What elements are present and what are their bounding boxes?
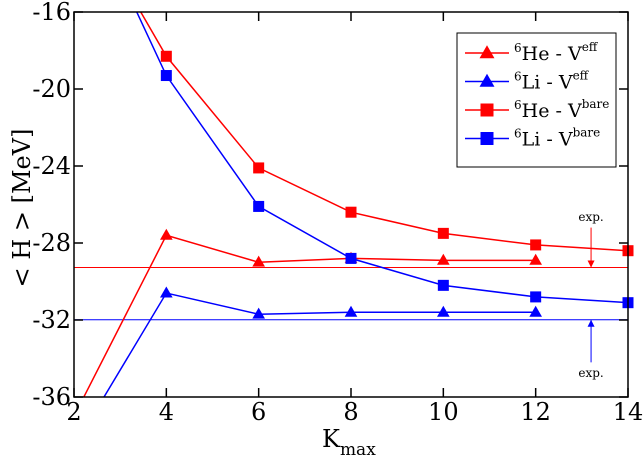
annotation-arrowhead-1	[587, 260, 595, 268]
y-tick-label--32: -32	[32, 306, 71, 334]
series-2-point-2	[160, 286, 173, 298]
annotation-label-2: exp.	[578, 366, 603, 380]
series-3-point-4	[345, 206, 357, 218]
x-tick-label-12: 12	[520, 398, 551, 426]
markers-layer	[160, 50, 634, 319]
legend-label-3-suffix: bare	[582, 97, 610, 111]
legend-marker-4	[480, 132, 494, 145]
axes: 2 4 6 8 10 12 14 -36 -32 -28 -24 -20 -16	[32, 0, 643, 426]
legend-label-3: 6He - Vbare	[514, 97, 609, 122]
series-1-point-5	[437, 253, 450, 265]
y-tick-label--28: -28	[32, 229, 71, 257]
series-2-point-3	[252, 307, 265, 319]
series-4-point-4	[345, 252, 357, 264]
series-1-point-2	[160, 228, 173, 240]
legend-label-4-suffix: bare	[573, 126, 601, 140]
legend-label-4-prefix: 6	[514, 127, 522, 141]
x-axis-label: Kmax	[322, 425, 376, 460]
legend-label-3-prefix: 6	[514, 98, 522, 112]
x-tick-label-10: 10	[428, 398, 459, 426]
series-4-point-3	[253, 200, 265, 212]
x-axis-label-sub: max	[340, 440, 376, 460]
legend-label-2: 6Li - Veff	[514, 69, 590, 94]
legend-label-1-prefix: 6	[514, 41, 522, 55]
legend-label-3-main: He - V	[522, 100, 582, 122]
legend-marker-2	[479, 73, 495, 87]
series-3-point-3	[253, 162, 265, 174]
y-tick-label--16: -16	[32, 0, 71, 26]
series-4-point-5	[437, 279, 449, 291]
series-2-point-5	[437, 305, 450, 317]
series-1-point-3	[252, 255, 265, 267]
legend-marker-3	[480, 103, 494, 117]
annotations: exp. exp.	[578, 210, 603, 380]
legend-marker-1	[479, 45, 495, 59]
x-tick-label-2: 2	[66, 398, 81, 426]
legend-label-2-main: Li - V	[522, 72, 573, 94]
annotation-label-1: exp.	[578, 210, 603, 224]
series-3-point-5	[437, 227, 449, 239]
legend-label-2-suffix: eff	[573, 69, 590, 83]
series-2-point-4	[344, 305, 358, 317]
annotation-arrowhead-2	[587, 319, 595, 327]
legend-label-1: 6He - Veff	[514, 40, 599, 65]
legend-label-4-main: Li - V	[522, 129, 573, 151]
y-tick-label--36: -36	[32, 383, 71, 411]
y-axis-label: < H > [MeV]	[8, 129, 36, 288]
series-2-point-6	[529, 305, 542, 317]
series-4-point-2	[160, 70, 172, 82]
series-line-1	[82, 234, 536, 397]
x-tick-label-14: 14	[613, 398, 644, 426]
series-line-2	[103, 292, 536, 397]
y-tick-label--24: -24	[32, 152, 71, 180]
legend-label-2-prefix: 6	[514, 70, 522, 84]
series-3-point-2	[160, 50, 172, 62]
series-4-point-6	[530, 291, 542, 303]
y-tick-label--20: -20	[32, 75, 71, 103]
x-tick-label-4: 4	[159, 398, 174, 426]
legend-label-1-suffix: eff	[582, 40, 599, 54]
legend-label-1-main: He - V	[522, 43, 582, 65]
legend-label-4: 6Li - Vbare	[514, 126, 600, 151]
series-3-point-6	[530, 239, 542, 251]
series-1-point-6	[529, 253, 542, 265]
x-tick-label-8: 8	[343, 398, 358, 426]
x-axis-label-main: K	[322, 425, 341, 453]
x-tick-label-6: 6	[251, 398, 266, 426]
